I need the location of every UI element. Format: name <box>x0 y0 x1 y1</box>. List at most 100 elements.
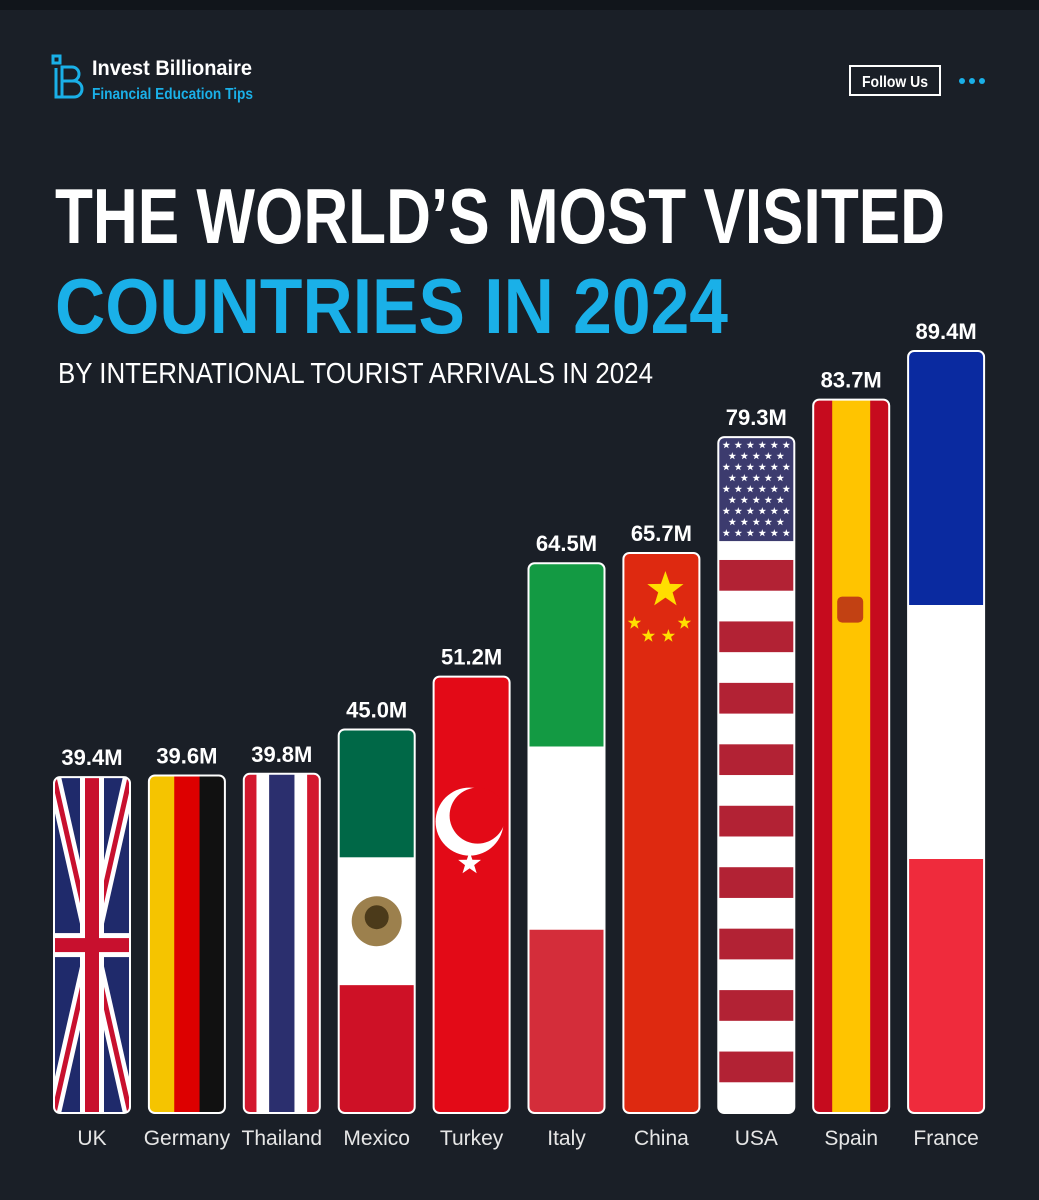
flag-stripe <box>718 559 795 591</box>
flag-star <box>746 529 755 537</box>
flag-star <box>722 485 731 493</box>
flag-stripe <box>528 929 605 1113</box>
flag-star <box>728 496 737 504</box>
bars: 39.4M UK 39.6M Germany 39.8M Thailand 45.0M Mex… <box>53 319 986 1150</box>
flag-star <box>647 571 684 606</box>
flag-stripe <box>269 773 295 1113</box>
flag-star <box>752 452 761 460</box>
flag-emblem <box>837 596 864 623</box>
flag-cross <box>54 938 130 953</box>
value-label: 65.7M <box>631 521 692 546</box>
flag-stripe <box>307 773 320 1113</box>
flag-field <box>433 676 510 1113</box>
flag-star <box>758 463 767 471</box>
x-tick-label: Thailand <box>242 1127 323 1150</box>
flag-star <box>770 463 779 471</box>
chart-subtitle: BY INTERNATIONAL TOURIST ARRIVALS IN 202… <box>58 358 653 390</box>
flag-stripe <box>718 990 795 1021</box>
flag-star <box>776 474 785 482</box>
flag-star <box>764 496 773 504</box>
flag-stripe <box>870 399 890 1114</box>
flag-stripe <box>718 928 795 960</box>
flag-star <box>734 463 743 471</box>
flag-star <box>752 474 761 482</box>
value-label: 45.0M <box>346 697 407 722</box>
flag-stripe <box>338 985 415 1113</box>
follow-button-label[interactable]: Follow Us <box>862 74 928 91</box>
bar <box>812 398 891 1115</box>
flag <box>718 437 795 1113</box>
flag <box>623 553 700 1113</box>
flag-emblem <box>364 905 389 930</box>
bar <box>242 772 321 1114</box>
flag-star <box>782 507 791 515</box>
flag-star <box>764 518 773 526</box>
flag <box>433 676 510 1113</box>
flag-stripe <box>718 867 795 898</box>
x-tick-label: Turkey <box>440 1127 504 1150</box>
flag <box>338 729 415 1113</box>
bar <box>53 776 131 1114</box>
flag-star <box>722 507 731 515</box>
flag-star <box>782 463 791 471</box>
value-label: 39.8M <box>251 742 312 767</box>
bar <box>337 728 416 1114</box>
flag-star <box>746 507 755 515</box>
x-tick-label: China <box>634 1127 689 1150</box>
flag-stripe <box>338 729 415 858</box>
flag-star <box>458 851 481 874</box>
flag-star <box>740 496 749 504</box>
flag-star <box>758 441 767 449</box>
flag-star <box>734 529 743 537</box>
value-label: 79.3M <box>726 405 787 430</box>
flag-star <box>722 529 731 537</box>
bar <box>907 350 986 1114</box>
flag-star <box>764 474 773 482</box>
flag-star <box>758 485 767 493</box>
flag-stripe <box>528 563 605 747</box>
x-tick-label: Mexico <box>343 1127 410 1150</box>
flag-stripe <box>256 773 270 1113</box>
flag-stripe <box>718 682 795 714</box>
x-tick-label: Germany <box>144 1127 231 1150</box>
flag-field <box>623 553 700 1113</box>
flag-star <box>641 629 656 642</box>
flag-stripe <box>718 744 795 776</box>
value-label: 51.2M <box>441 645 502 670</box>
value-label: 39.4M <box>61 745 122 770</box>
flag-star <box>758 507 767 515</box>
follow-button[interactable] <box>849 65 941 96</box>
x-tick-label: USA <box>735 1127 778 1150</box>
flag <box>908 351 985 1113</box>
flag-stripe <box>294 773 308 1113</box>
flag-star <box>782 485 791 493</box>
flag-star <box>770 485 779 493</box>
flag-stripe <box>908 605 985 860</box>
more-menu[interactable] <box>959 78 985 84</box>
bar <box>717 436 796 1115</box>
flag-star <box>677 616 692 629</box>
flag-stripe <box>718 1051 795 1083</box>
bar <box>622 552 701 1114</box>
top-strip <box>0 0 1039 10</box>
chart-title-highlight: COUNTRIES IN 2024 <box>55 262 728 350</box>
flag-stripe <box>718 621 795 653</box>
flag-star <box>782 441 791 449</box>
flag-stripe <box>528 746 605 931</box>
value-label: 83.7M <box>821 368 882 393</box>
flag-stripe <box>243 773 257 1113</box>
logo-icon <box>51 54 84 99</box>
brand-tagline: Financial Education Tips <box>92 86 253 103</box>
flag-stripe <box>832 399 871 1114</box>
flag <box>148 775 225 1113</box>
flag-stripe <box>148 775 175 1113</box>
flag-crescent <box>449 787 506 844</box>
flag-star <box>746 463 755 471</box>
flag-star <box>776 452 785 460</box>
flag-star <box>770 529 779 537</box>
x-tick-label: France <box>913 1127 978 1150</box>
flag-star <box>764 452 773 460</box>
flag-star <box>734 507 743 515</box>
